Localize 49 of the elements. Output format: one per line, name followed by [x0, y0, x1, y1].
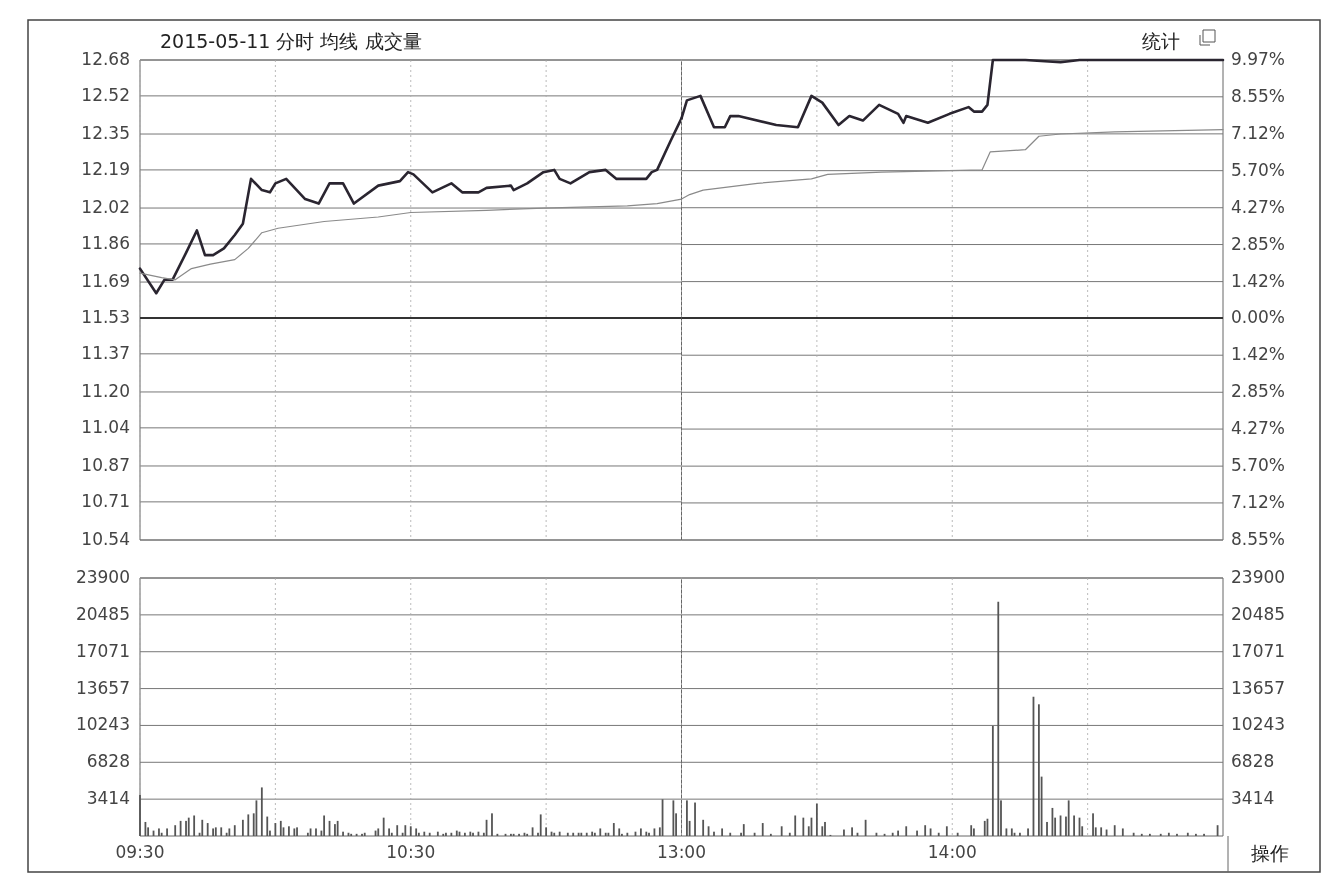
y2-tick-label: 3414	[1231, 788, 1275, 809]
y-tick-label: 6828	[86, 751, 130, 772]
y2-tick-label: 13657	[1231, 677, 1286, 698]
y-tick-label: 23900	[75, 567, 130, 587]
y-tick-label: 11.69	[81, 271, 130, 292]
y2-tick-label: 2.85%	[1231, 233, 1286, 254]
y2-tick-label: 23900	[1231, 567, 1286, 587]
y-tick-label: 10.71	[81, 490, 130, 511]
y2-tick-label: 1.42%	[1231, 270, 1286, 291]
y-tick-label: 10.54	[81, 529, 130, 549]
y-tick-label: 17071	[75, 640, 130, 661]
y-tick-label: 20485	[75, 603, 130, 624]
y-tick-label: 10243	[75, 714, 130, 735]
y-tick-label: 11.20	[81, 380, 130, 401]
y2-tick-label: 1.42%	[1231, 344, 1286, 365]
y-tick-label: 11.37	[81, 342, 130, 363]
y2-tick-label: 4.27%	[1231, 418, 1286, 439]
y2-tick-label: 8.55%	[1231, 85, 1286, 106]
y-tick-label: 12.35	[81, 123, 130, 144]
y2-tick-label: 17071	[1231, 640, 1286, 661]
y2-tick-label: 6828	[1231, 751, 1275, 772]
text: 操作	[1251, 842, 1289, 864]
y2-tick-label: 5.70%	[1231, 455, 1286, 476]
x-tick-label: 14:00	[927, 842, 977, 862]
y-tick-label: 12.68	[81, 49, 130, 69]
y2-tick-label: 7.12%	[1231, 491, 1286, 512]
y-tick-label: 12.02	[81, 197, 130, 218]
text: 统计	[1142, 30, 1180, 52]
y-tick-label: 11.86	[81, 232, 130, 253]
y2-tick-label: 20485	[1231, 603, 1286, 624]
y-tick-label: 3414	[86, 788, 130, 809]
chart-title: 2015-05-11 分时 均线 成交量	[160, 30, 422, 52]
y2-tick-label: 0.00%	[1231, 307, 1286, 328]
x-tick-label: 09:30	[115, 842, 165, 862]
y2-tick-label: 8.55%	[1231, 529, 1286, 549]
y2-tick-label: 4.27%	[1231, 196, 1286, 217]
y2-tick-label: 2.85%	[1231, 381, 1286, 402]
y2-tick-label: 7.12%	[1231, 122, 1286, 143]
y-tick-label: 11.04	[81, 416, 130, 437]
y2-tick-label: 9.97%	[1231, 49, 1286, 69]
y-tick-label: 12.52	[81, 84, 130, 105]
y-tick-label: 12.19	[81, 158, 130, 179]
y-tick-label: 13657	[75, 677, 130, 698]
y-tick-label: 11.53	[81, 306, 130, 327]
x-tick-label: 13:00	[657, 842, 706, 862]
x-tick-label: 10:30	[386, 842, 436, 862]
y2-tick-label: 5.70%	[1231, 159, 1286, 180]
y2-tick-label: 10243	[1231, 714, 1286, 735]
y-tick-label: 10.87	[81, 454, 130, 475]
